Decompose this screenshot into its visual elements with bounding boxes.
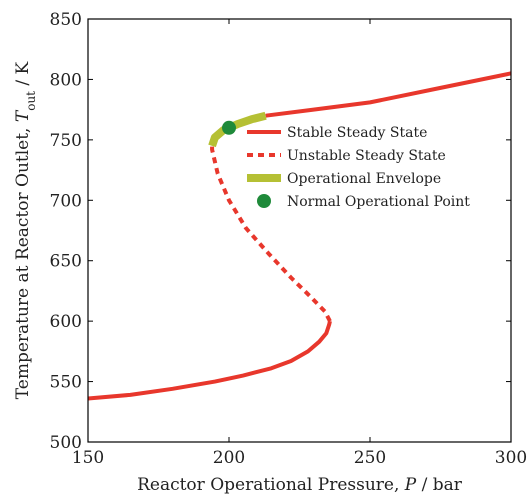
- stable-steady-state-line: [88, 320, 332, 401]
- legend-label-unstable-steady-state: Unstable Steady State: [287, 148, 446, 164]
- y-tick-label: 600: [50, 312, 82, 332]
- y-tick-label: 800: [50, 70, 82, 90]
- y-tick-label: 850: [50, 10, 82, 30]
- legend: Stable Steady State Unstable Steady State…: [247, 125, 470, 210]
- x-axis-label: Reactor Operational Pressure, P / bar: [137, 475, 463, 495]
- unstable-steady-state-line: [210, 145, 332, 323]
- stable-steady-state-line: [265, 71, 511, 118]
- y-tick-label: 750: [50, 131, 82, 151]
- legend-label-normal-operational-point: Normal Operational Point: [287, 194, 470, 210]
- y-tick-label: 550: [50, 373, 82, 393]
- y-tick-label: 650: [50, 252, 82, 272]
- legend-swatch-normal-operational-point: [257, 194, 271, 208]
- x-tick-label: 200: [213, 448, 245, 468]
- y-axis-label: Temperature at Reactor Outlet, Tout / K: [13, 61, 38, 399]
- y-tick-label: 700: [50, 191, 82, 211]
- legend-label-operational-envelope: Operational Envelope: [287, 171, 441, 187]
- legend-label-stable-steady-state: Stable Steady State: [287, 125, 427, 141]
- x-tick-label: 150: [72, 448, 104, 468]
- x-tick-label: 250: [354, 448, 386, 468]
- normal-operational-point-marker: [222, 120, 236, 135]
- y-tick-label: 500: [50, 433, 82, 453]
- plot-frame: [87, 18, 512, 443]
- x-tick-label: 300: [495, 448, 527, 468]
